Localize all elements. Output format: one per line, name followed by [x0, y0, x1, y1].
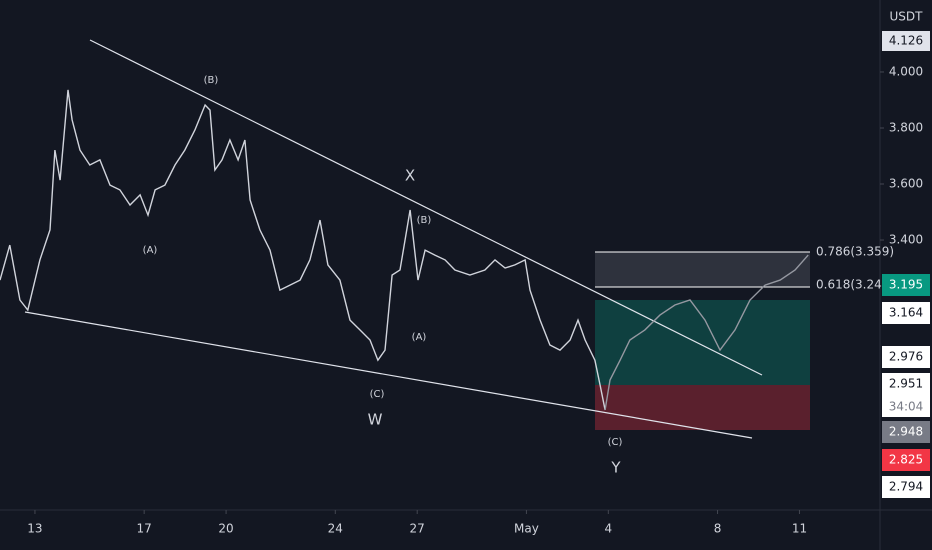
badge-text: 2.948 [889, 425, 923, 439]
x-tick-label: May [514, 522, 539, 536]
badge-text: 4.126 [889, 34, 923, 48]
trendline [24, 311, 753, 439]
fib-zone [595, 252, 810, 287]
currency-label: USDT [890, 10, 924, 24]
wave-label: Y [610, 459, 621, 477]
badge [882, 346, 930, 368]
price-line [0, 89, 606, 411]
badge-text: 2.794 [889, 480, 923, 494]
wave-label: (A) [412, 332, 427, 343]
badge-text: 3.195 [889, 278, 923, 292]
badge-text: 2.825 [889, 453, 923, 467]
y-tick-label: 3.600 [889, 177, 923, 191]
target-zone [595, 300, 810, 385]
x-tick-label: 8 [714, 522, 722, 536]
badge [882, 476, 930, 498]
x-tick-label: 13 [27, 522, 42, 536]
fib-label: 0.618(3.246) [816, 278, 894, 292]
wave-label: W [368, 411, 383, 429]
y-tick-label: 4.000 [889, 64, 923, 78]
x-tick-label: 17 [137, 522, 152, 536]
plot-area [0, 39, 810, 439]
wave-label: (B) [417, 215, 432, 226]
x-tick-label: 27 [410, 522, 425, 536]
badge [882, 302, 930, 324]
badge [882, 373, 930, 417]
x-tick-label: 20 [218, 522, 233, 536]
wave-label: (C) [608, 437, 623, 448]
badge [882, 31, 930, 51]
trendline [89, 39, 763, 376]
x-tick-label: 4 [605, 522, 613, 536]
badge [882, 274, 930, 296]
wave-label: (B) [204, 75, 219, 86]
price-line [604, 254, 809, 411]
badge [882, 421, 930, 443]
stop-zone [595, 385, 810, 430]
price-badges: 4.126 3.195 3.164 2.976 2.951 34:04 2.94… [882, 31, 930, 498]
x-tick-label: 11 [792, 522, 807, 536]
badge-text: 2.951 [889, 377, 923, 391]
wave-label: (A) [143, 245, 158, 256]
y-tick-label: 3.400 [889, 233, 923, 247]
wave-label: X [405, 167, 415, 185]
y-tick-label: 3.800 [889, 120, 923, 134]
badge-text: 2.976 [889, 350, 923, 364]
fib-label: 0.786(3.359) [816, 245, 894, 259]
wave-label: (C) [370, 389, 385, 400]
badge-text: 34:04 [889, 400, 924, 414]
badge [882, 449, 930, 471]
badge-text: 3.164 [889, 306, 923, 320]
x-tick-label: 24 [328, 522, 343, 536]
annotations: (B) (A) (C) W X (B) (A) (C) Y 0.786(3.35… [143, 75, 894, 477]
